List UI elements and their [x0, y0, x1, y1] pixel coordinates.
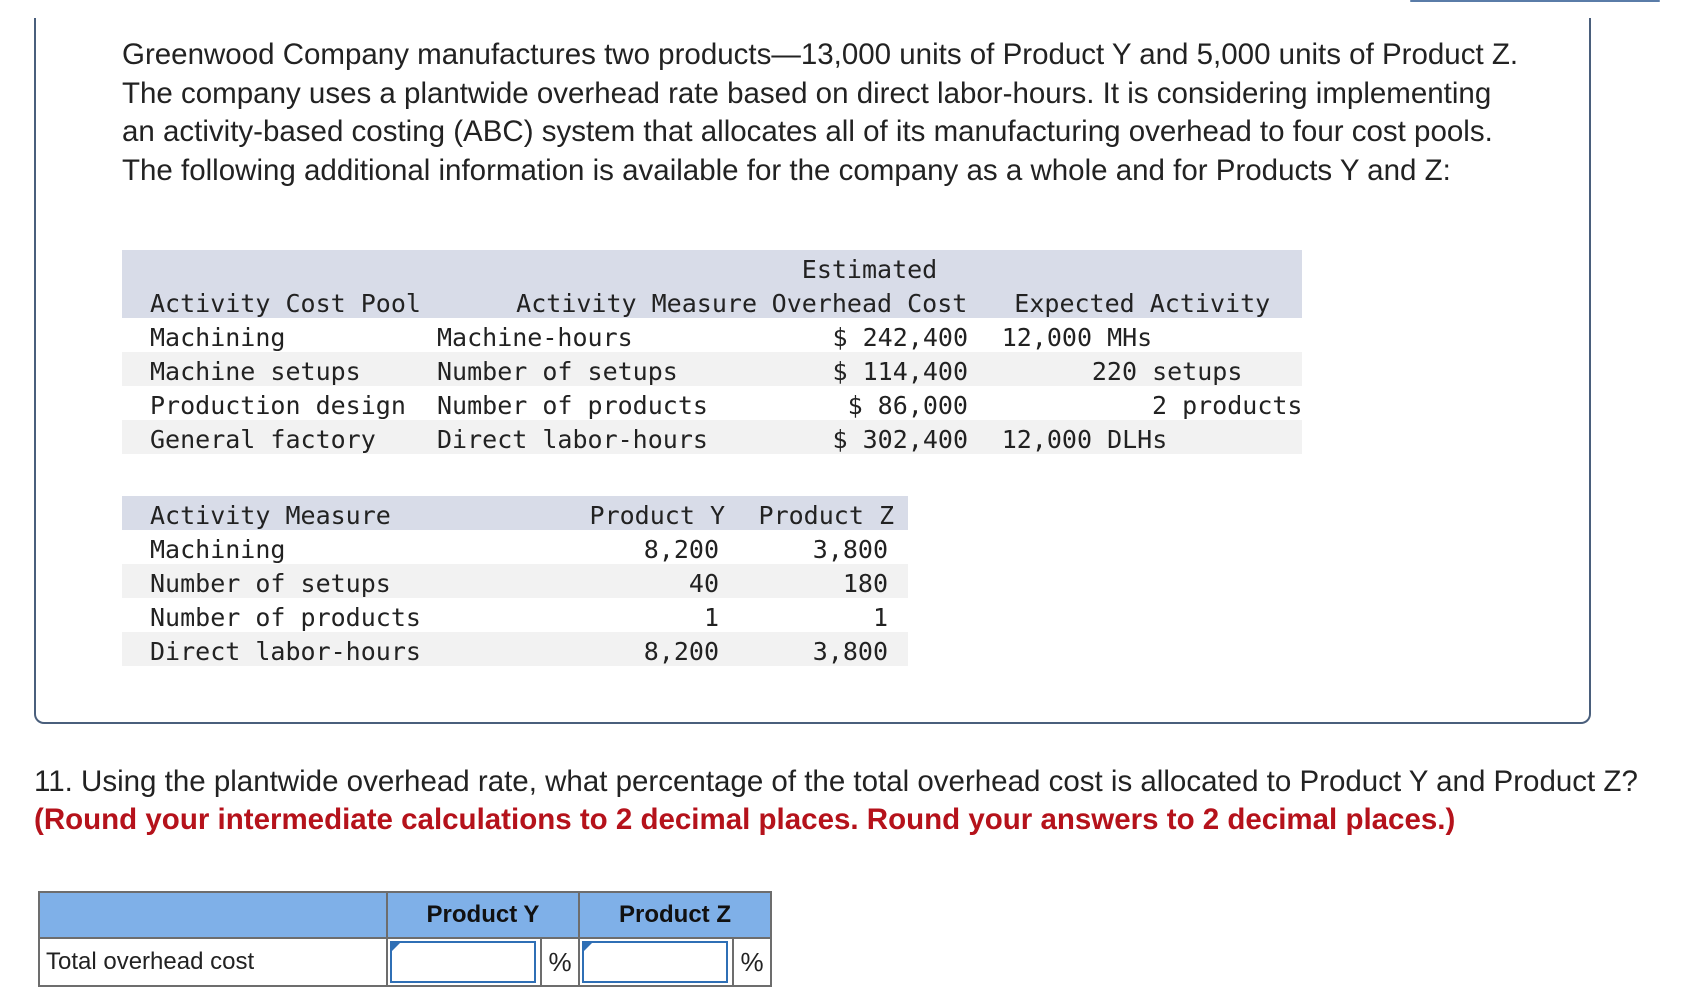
table1-row: Machining Machine-hours $ 242,400 12,000…	[122, 318, 1302, 352]
expected-qty: 220	[1091, 357, 1137, 386]
expected-unit: setups	[1152, 357, 1243, 386]
input-marker-icon	[582, 941, 594, 953]
expected-qty: 12,000	[1001, 425, 1092, 454]
activity-measure: Number of setups	[437, 352, 757, 386]
table1-row: Machine setups Number of setups $ 114,40…	[122, 352, 1303, 386]
expected-qty: 2	[1151, 391, 1167, 420]
header-activity-measure: Activity Measure	[437, 284, 757, 318]
table2-row: Number of setups 40 180	[122, 564, 908, 598]
question-body: 11. Using the plantwide overhead rate, w…	[34, 765, 1638, 798]
intro-paragraph: Greenwood Company manufactures two produ…	[122, 38, 1519, 187]
header-activity-measure-2: Activity Measure	[122, 496, 570, 530]
activity-measure: Number of setups	[122, 564, 570, 598]
product-z-value: 1	[872, 603, 888, 632]
expected-qty: 12,000	[1001, 323, 1092, 352]
header-expected-activity: Expected Activity	[982, 284, 1303, 318]
answer-header-product-y: Product Y	[386, 891, 580, 939]
percent-sign-z: %	[732, 937, 772, 987]
activity-cost-pool-table: Estimated Activity Cost Pool Activity Me…	[122, 250, 1303, 454]
product-y-value: 8,200	[570, 632, 739, 666]
table2-row: Number of products 1 1	[122, 598, 908, 632]
percent-sign-y: %	[540, 937, 580, 987]
table2-row: Direct labor-hours 8,200 3,800	[122, 632, 908, 666]
overhead-cost: $ 86,000	[847, 391, 968, 420]
pool-name: Production design	[150, 391, 406, 420]
row-label-total-overhead: Total overhead cost	[38, 937, 388, 987]
answer-header-product-z: Product Z	[578, 891, 772, 939]
overhead-cost: $ 114,400	[757, 352, 982, 386]
rounding-instruction: (Round your intermediate calculations to…	[34, 803, 1456, 836]
product-y-value: 40	[570, 564, 739, 598]
header-overhead-cost: Overhead Cost	[757, 284, 982, 318]
pool-name: Machine setups	[122, 352, 437, 386]
question-text: 11. Using the plantwide overhead rate, w…	[34, 763, 1674, 839]
activity-measure: Direct labor-hours	[122, 632, 570, 666]
answer-header-blank	[38, 891, 388, 939]
activity-measure: Direct labor-hours	[437, 420, 757, 454]
table1-row: Production design Number of products $ 8…	[122, 386, 1302, 420]
expected-unit: products	[1182, 391, 1303, 420]
top-accent-bar	[1410, 0, 1660, 2]
table2-row: Machining 8,200 3,800	[122, 530, 908, 564]
header-product-z: Product Z	[739, 496, 908, 530]
expected-unit: MHs	[1107, 323, 1153, 352]
problem-statement-box: Greenwood Company manufactures two produ…	[34, 18, 1591, 724]
product-activity-table: Activity Measure Product Y Product Z Mac…	[122, 496, 908, 666]
header-estimated: Estimated	[757, 250, 982, 284]
table2-header-row: Activity Measure Product Y Product Z	[122, 496, 908, 530]
product-y-percent-input[interactable]	[390, 941, 536, 983]
product-z-percent-input[interactable]	[582, 941, 728, 983]
answer-table: Product Y Product Z Total overhead cost …	[38, 891, 772, 987]
activity-measure: Number of products	[150, 603, 421, 632]
product-z-input-cell	[580, 939, 732, 985]
product-z-value: 3,800	[812, 535, 888, 564]
pool-name: General factory	[122, 420, 437, 454]
input-marker-icon	[390, 941, 402, 953]
pool-name: Machining	[150, 323, 286, 352]
table1-header-row-top: Estimated	[122, 250, 1303, 284]
overhead-cost: $ 242,400	[832, 323, 968, 352]
product-y-value: 1	[703, 603, 719, 632]
table1-row: General factory Direct labor-hours $ 302…	[122, 420, 1303, 454]
product-z-value: 3,800	[739, 632, 908, 666]
header-product-y: Product Y	[570, 496, 739, 530]
product-y-value: 8,200	[643, 535, 719, 564]
answer-row-total-overhead: Total overhead cost % %	[38, 937, 772, 987]
product-z-value: 180	[739, 564, 908, 598]
activity-measure: Machine-hours	[437, 323, 633, 352]
overhead-cost: $ 302,400	[757, 420, 982, 454]
activity-measure: Machining	[150, 535, 286, 564]
product-y-input-cell	[388, 939, 540, 985]
expected-unit: DLHs	[1107, 425, 1168, 454]
activity-measure: Number of products	[437, 391, 708, 420]
answer-header-row: Product Y Product Z	[38, 891, 772, 939]
header-activity-cost-pool: Activity Cost Pool	[122, 284, 437, 318]
table1-header-row: Activity Cost Pool Activity Measure Over…	[122, 284, 1303, 318]
